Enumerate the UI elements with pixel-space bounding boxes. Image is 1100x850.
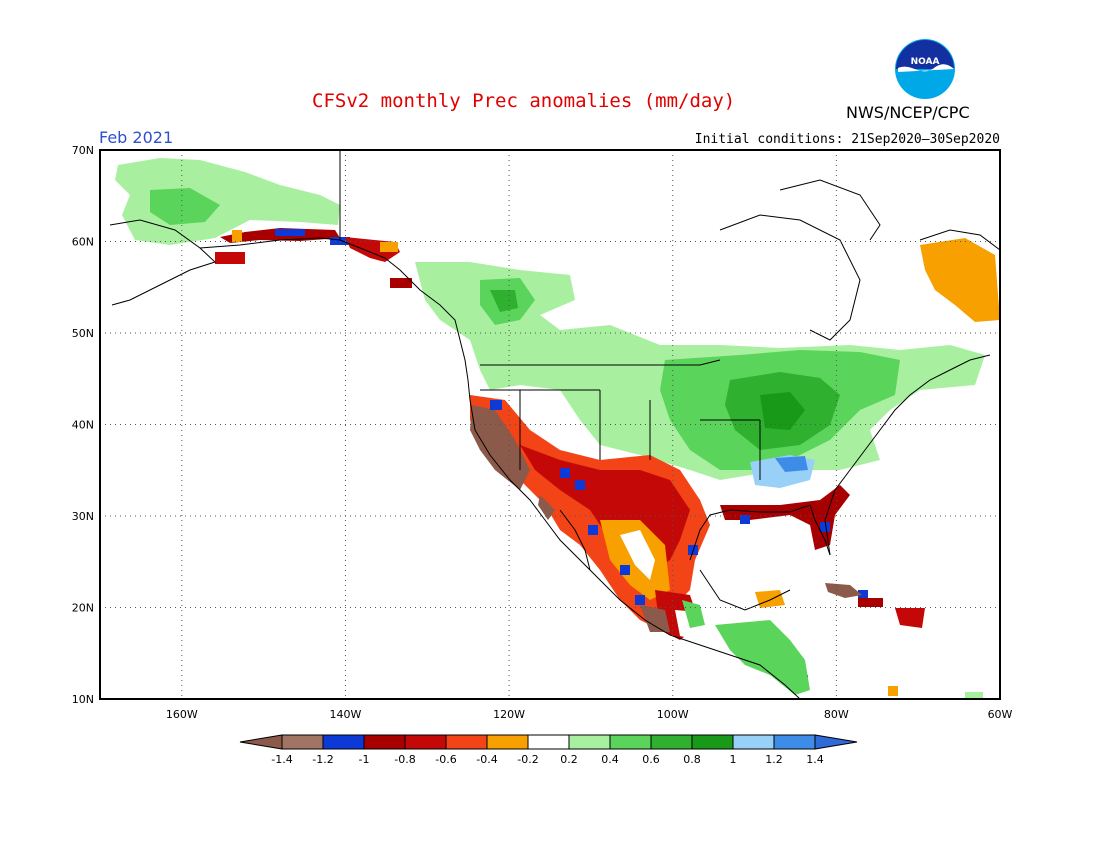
noaa-logo-text: NOAA bbox=[911, 57, 940, 67]
lat-label: 30N bbox=[72, 510, 94, 523]
colorbar-label: -0.6 bbox=[435, 753, 456, 766]
colorbar-label: 0.2 bbox=[560, 753, 578, 766]
colorbar-swatch bbox=[404, 734, 447, 750]
initial-conditions: Initial conditions: 21Sep2020–30Sep2020 bbox=[694, 132, 1000, 147]
longitude-labels: 160W 140W 120W 100W 80W 60W bbox=[166, 708, 1013, 721]
lon-label: 140W bbox=[330, 708, 362, 721]
colorbar-swatch bbox=[281, 734, 324, 750]
colorbar-swatch bbox=[650, 734, 693, 750]
colorbar-label: -1.2 bbox=[312, 753, 333, 766]
lon-label: 80W bbox=[824, 708, 849, 721]
colorbar-swatch bbox=[732, 734, 775, 750]
colorbar-arrow-high bbox=[814, 734, 858, 750]
colorbar-label: 1 bbox=[730, 753, 737, 766]
agency-label: NWS/NCEP/CPC bbox=[846, 103, 970, 122]
lon-label: 60W bbox=[988, 708, 1013, 721]
colorbar-swatch bbox=[445, 734, 488, 750]
colorbar-label: -0.8 bbox=[394, 753, 415, 766]
california-very-dry bbox=[470, 405, 530, 490]
cuba-very-dry bbox=[825, 583, 862, 598]
lat-label: 60N bbox=[72, 236, 94, 249]
lat-label: 20N bbox=[72, 602, 94, 615]
lon-label: 100W bbox=[657, 708, 689, 721]
colorbar-label: 0.8 bbox=[683, 753, 701, 766]
colorbar-swatch bbox=[322, 734, 365, 750]
gulf-coast-dry bbox=[720, 485, 850, 550]
colorbar-swatch bbox=[773, 734, 816, 750]
colorbar-label: 1.4 bbox=[806, 753, 824, 766]
hispaniola-dry bbox=[895, 608, 925, 628]
forecast-month: Feb 2021 bbox=[99, 128, 174, 147]
map-title: CFSv2 monthly Prec anomalies (mm/day) bbox=[312, 90, 736, 112]
colorbar-label: -1.4 bbox=[271, 753, 292, 766]
yucatan-dry bbox=[755, 590, 785, 608]
coastlines bbox=[109, 150, 1000, 699]
colorbar-label: -0.4 bbox=[476, 753, 497, 766]
colorbar: -1.4 -1.2 -1 -0.8 -0.6 -0.4 -0.2 0.2 0.4 0.6 0.8 1 1… bbox=[239, 734, 858, 766]
colorbar-swatch bbox=[363, 734, 406, 750]
alaska-coast-blue bbox=[275, 229, 305, 236]
anomaly-shading bbox=[115, 158, 1000, 699]
lon-label: 160W bbox=[166, 708, 198, 721]
colorbar-label: 0.6 bbox=[642, 753, 660, 766]
lat-label: 70N bbox=[72, 144, 94, 157]
colorbar-swatch bbox=[691, 734, 734, 750]
graticule bbox=[100, 150, 1000, 699]
colorbar-swatch bbox=[568, 734, 611, 750]
colorbar-swatch bbox=[609, 734, 652, 750]
labrador-dry bbox=[920, 238, 1000, 322]
colorbar-arrow-low bbox=[239, 734, 283, 750]
lat-label: 50N bbox=[72, 327, 94, 340]
central-america-wet bbox=[715, 620, 810, 695]
latitude-labels: 70N 60N 50N 40N 30N 20N 10N bbox=[72, 144, 94, 706]
colorbar-label: -1 bbox=[359, 753, 370, 766]
colorbar-label: 1.2 bbox=[765, 753, 783, 766]
lat-label: 10N bbox=[72, 693, 94, 706]
lon-label: 120W bbox=[493, 708, 525, 721]
colorbar-label: 0.4 bbox=[601, 753, 619, 766]
colorbar-label: -0.2 bbox=[517, 753, 538, 766]
lat-label: 40N bbox=[72, 419, 94, 432]
alaska-wet-anomaly-core bbox=[150, 188, 220, 225]
noaa-logo: NOAA bbox=[895, 39, 955, 99]
colorbar-swatch bbox=[486, 734, 529, 750]
colorbar-swatch bbox=[527, 734, 570, 750]
map-frame bbox=[99, 149, 1001, 700]
